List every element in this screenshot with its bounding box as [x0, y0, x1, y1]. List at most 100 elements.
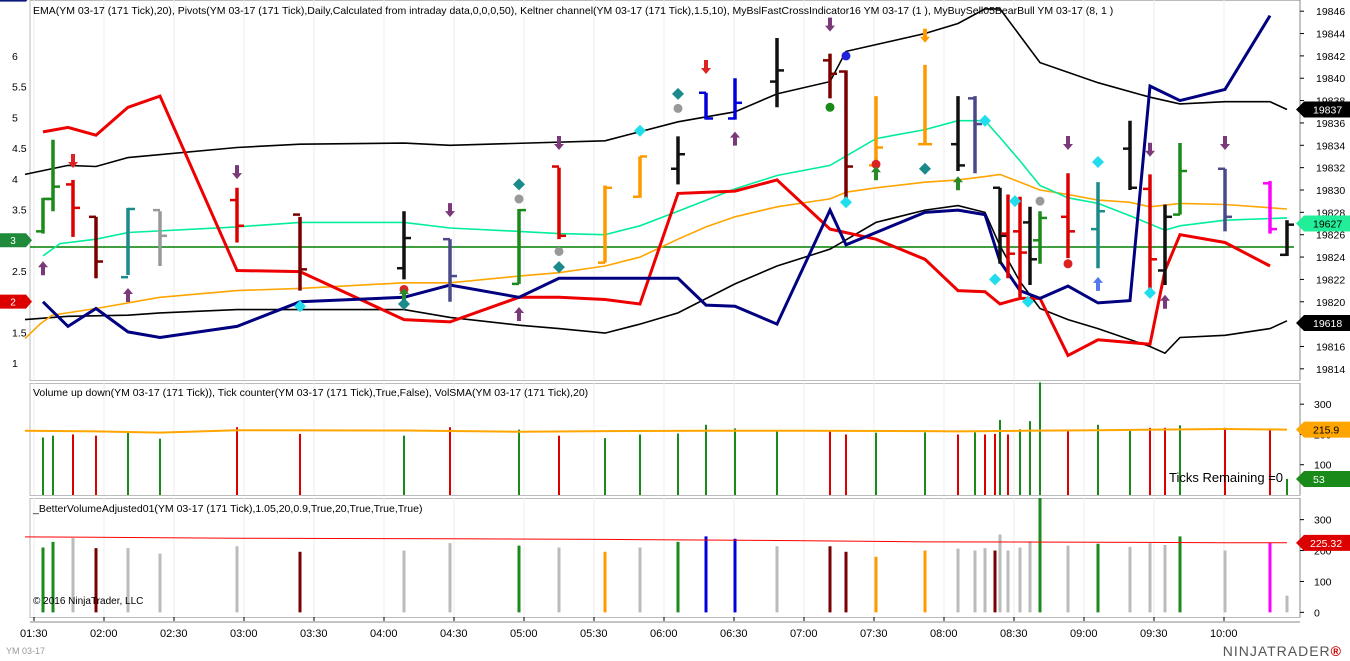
signal-dot	[554, 246, 564, 256]
price-tick-label: 19814	[1316, 364, 1345, 376]
brand-name: NINJATRADER	[1222, 643, 1331, 659]
navy-series	[41, 14, 1272, 340]
signal-arrow-down	[701, 60, 711, 75]
volume-tick-label: 100	[1314, 460, 1332, 472]
panel-frame	[29, 383, 1301, 496]
better-volume-panel-title: _BetterVolumeAdjusted01(YM 03-17 (171 Ti…	[32, 503, 422, 515]
time-tick-label: 02:00	[90, 628, 118, 640]
oscillator-tick-label: 4.5	[12, 143, 27, 155]
time-tick-label: 09:00	[1070, 628, 1098, 640]
signal-arrow-up	[871, 166, 881, 181]
time-tick-label: 05:00	[510, 628, 538, 640]
signal-diamond	[672, 87, 684, 100]
time-tick-label: 06:30	[720, 628, 748, 640]
price-tick-label: 19836	[1316, 118, 1345, 130]
left-level-flag	[0, 294, 32, 309]
last-volume-flag	[1296, 470, 1350, 487]
signal-dot	[1063, 259, 1073, 269]
fast_cross-series	[42, 119, 1288, 257]
signal-arrow-up	[953, 176, 963, 191]
price-tick-label: 19826	[1316, 230, 1345, 242]
signal-arrow-up	[514, 307, 524, 322]
signal-dot	[514, 194, 524, 204]
time-axis: 01:30 02:00 02:30 03:00 03:30 04:00 04:30 05:00…	[20, 617, 1300, 640]
signal-dot	[871, 159, 881, 169]
panel-frame	[29, 498, 1301, 618]
price-panel[interactable]: 1981419816198181982019822198241982619828…	[0, 0, 1350, 381]
signal-arrow-down	[920, 28, 930, 43]
signal-arrow-up	[399, 288, 409, 303]
oscillator-tick-label: 5.5	[12, 82, 27, 94]
price-tick-label: 19842	[1316, 51, 1345, 63]
oscillator-tick-label: 3.5	[12, 205, 27, 217]
price-tick-label: 19846	[1316, 6, 1345, 18]
time-tick-label: 10:00	[1210, 628, 1238, 640]
volume-tick-label: 300	[1314, 399, 1332, 411]
price-tick-label: 19822	[1316, 274, 1345, 286]
time-tick-label: 04:00	[370, 628, 398, 640]
last-price-label: 19837	[1313, 105, 1342, 117]
signal-arrow-down	[232, 165, 242, 180]
time-tick-label: 09:30	[1140, 628, 1168, 640]
signal-dot	[841, 51, 851, 61]
signal-diamond	[840, 196, 852, 209]
time-tick-label: 03:30	[300, 628, 328, 640]
oscillator-tick-label: 2.5	[12, 266, 27, 278]
last-volume-label: 53	[1313, 474, 1325, 486]
time-tick-label: 06:00	[650, 628, 678, 640]
price-tick-label: 19840	[1316, 73, 1345, 85]
last-price-label: 19618	[1313, 318, 1342, 330]
left-level-label: 7	[10, 0, 16, 2]
panel-frame	[29, 0, 1301, 381]
signal-diamond	[294, 300, 306, 313]
signal-arrow-up	[123, 288, 133, 303]
time-tick-label: 04:30	[440, 628, 468, 640]
price-panel-title: EMA(YM 03-17 (171 Tick),20), Pivots(YM 0…	[33, 5, 1113, 17]
ema-series	[24, 173, 1288, 340]
last-price-flag	[1296, 101, 1350, 118]
oscillator-tick-label: 6	[12, 51, 18, 63]
bva-sma-label: 225.32	[1310, 538, 1342, 550]
signal-diamond	[1022, 295, 1034, 308]
bsl_red-series	[42, 94, 1271, 358]
signal-diamond	[398, 298, 410, 310]
signal-arrow-down	[445, 203, 455, 218]
left-level-label: 2	[10, 298, 16, 309]
volume-panel-title: Volume up down(YM 03-17 (171 Tick)), Tic…	[33, 387, 588, 399]
instrument-watermark: YM 03-17	[6, 646, 46, 656]
keltner_mid-series	[24, 204, 1288, 355]
bva-sma-flag	[1296, 534, 1350, 551]
volsma-flag	[1296, 421, 1350, 438]
volume-panel[interactable]: 100200300215.953	[24, 382, 1350, 496]
time-tick-label: 08:30	[1000, 628, 1028, 640]
price-tick-label: 19824	[1316, 252, 1345, 264]
signal-arrow-down	[1220, 136, 1230, 151]
oscillator-tick-label: 1	[12, 358, 18, 370]
time-tick-label: 07:00	[790, 628, 818, 640]
signal-dot	[673, 103, 683, 113]
price-tick-label: 19830	[1316, 185, 1345, 197]
price-tick-label: 19832	[1316, 163, 1345, 175]
last-price-label: 19627	[1313, 219, 1342, 231]
signal-diamond	[634, 124, 646, 137]
signal-arrow-up	[38, 261, 48, 276]
price-tick-label: 19816	[1316, 341, 1345, 353]
left-level-label: 3	[10, 236, 16, 247]
signal-diamond	[979, 114, 991, 127]
time-tick-label: 08:00	[930, 628, 958, 640]
signal-arrow-down	[68, 153, 78, 168]
time-tick-label: 05:30	[580, 628, 608, 640]
time-tick-label: 01:30	[20, 628, 48, 640]
ticks-remaining-label: Ticks Remaining =0	[1169, 470, 1283, 485]
signal-diamond	[989, 273, 1001, 286]
signal-arrow-up	[730, 131, 740, 146]
oscillator-tick-label: 1.5	[12, 327, 27, 339]
signal-diamond	[1009, 195, 1021, 208]
oscillator-tick-label: 4	[12, 174, 18, 186]
price-tick-label: 19834	[1316, 140, 1345, 152]
last-price-flag	[1296, 215, 1350, 232]
oscillator-tick-label: 5	[12, 112, 18, 124]
bva-tick-label: 100	[1314, 576, 1332, 588]
